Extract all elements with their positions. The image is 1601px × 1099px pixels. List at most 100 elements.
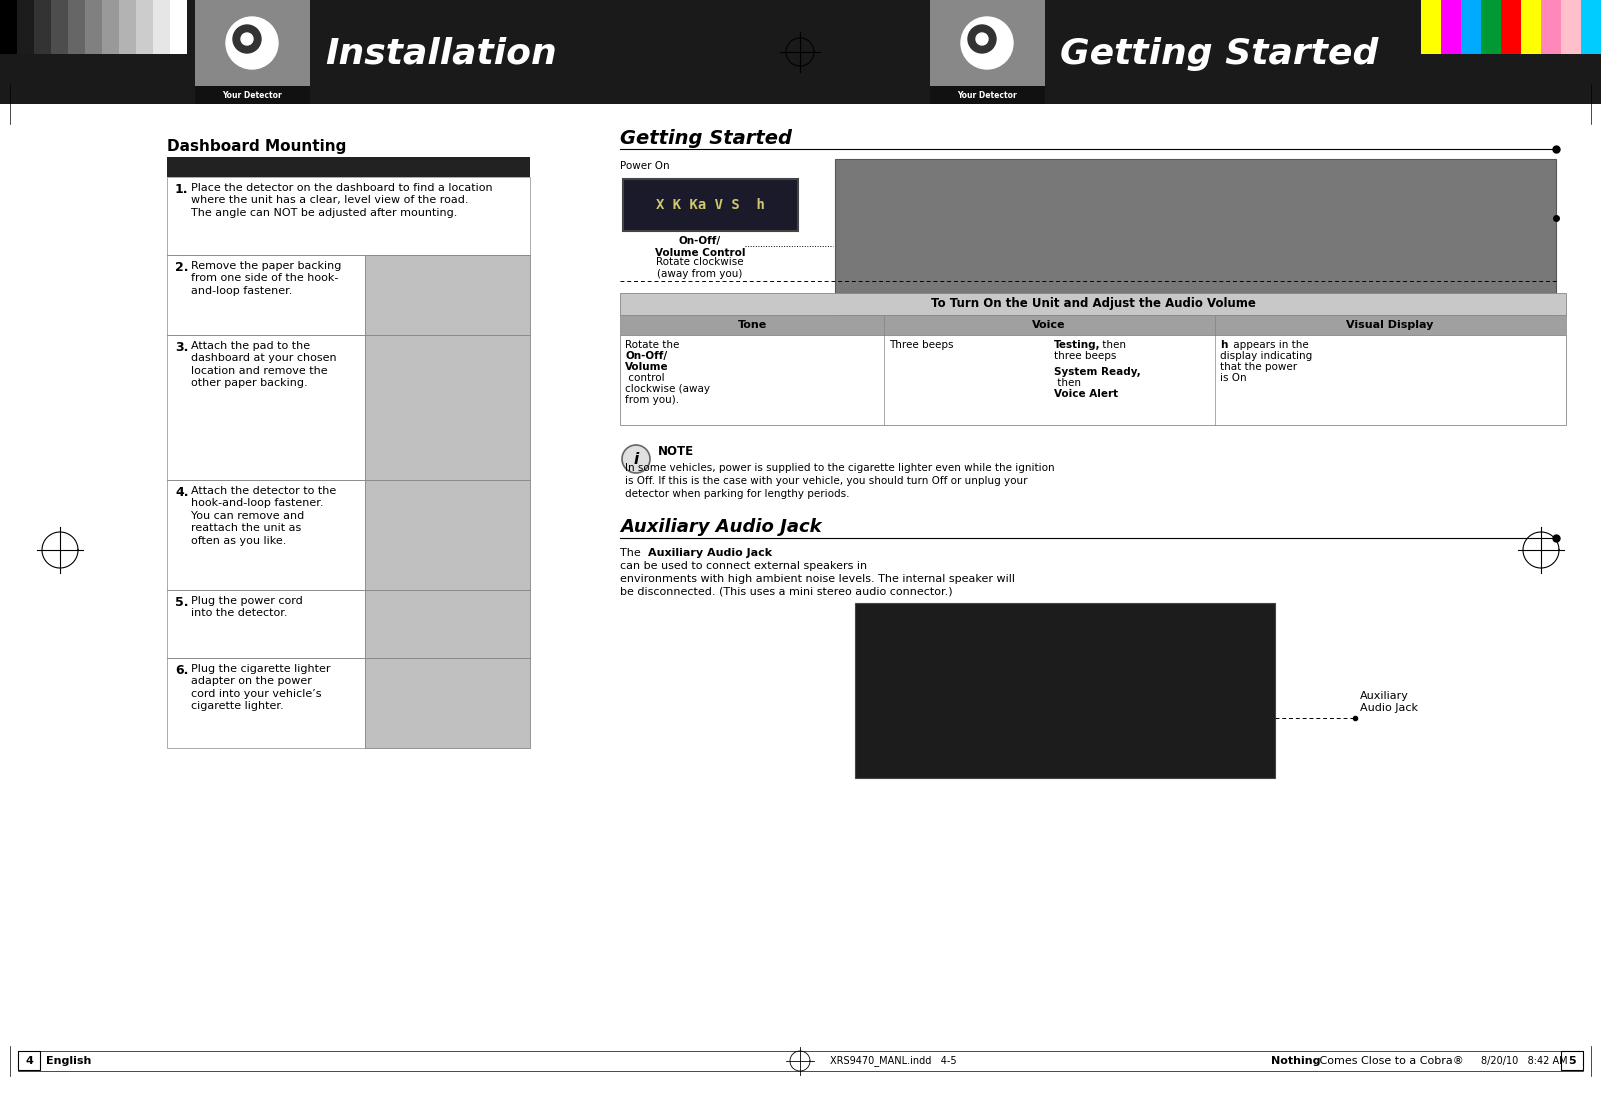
Text: Auxiliary Audio Jack: Auxiliary Audio Jack [648,548,772,558]
Circle shape [242,33,253,45]
Text: 3.: 3. [175,341,189,354]
Circle shape [977,33,988,45]
Bar [167,335,530,480]
Text: Your Detector: Your Detector [957,90,1017,100]
Text: English: English [46,1056,91,1066]
Text: Attach the detector to the
hook-and-loop fastener.
You can remove and
reattach t: Attach the detector to the hook-and-loop… [191,486,336,545]
Text: Visual Display: Visual Display [1346,320,1433,330]
Bar [51,0,67,54]
Text: Dashboard Mounting: Dashboard Mounting [167,138,346,154]
Text: XRS9470_MANL.indd   4-5: XRS9470_MANL.indd 4-5 [829,1055,957,1066]
Bar [620,293,1566,315]
Text: 5.: 5. [175,596,189,609]
Bar [620,315,884,335]
Text: 4.: 4. [175,486,189,499]
Text: display indicating: display indicating [1220,351,1313,360]
Bar [1582,0,1601,54]
Bar [0,0,1601,104]
Bar [154,0,170,54]
Text: Auxiliary
Audio Jack: Auxiliary Audio Jack [1359,691,1418,713]
Text: Voice Alert: Voice Alert [1053,389,1117,399]
Circle shape [623,445,650,473]
Bar [167,177,530,255]
Bar [0,0,18,54]
Text: appears in the: appears in the [1230,340,1308,349]
Bar [34,0,51,54]
Text: three beeps: three beeps [1053,351,1116,360]
Bar [365,590,530,658]
Bar [623,179,797,231]
Text: clockwise (away: clockwise (away [624,384,709,395]
Text: i: i [634,452,639,466]
Text: Power On: Power On [620,160,669,171]
Text: can be used to connect external speakers in: can be used to connect external speakers… [620,560,868,571]
Bar [167,255,530,335]
Text: Place the detector on the dashboard to find a location
where the unit has a clea: Place the detector on the dashboard to f… [191,184,493,218]
Bar [1215,315,1566,335]
Bar [136,0,154,54]
Text: control: control [624,373,664,382]
Text: Installation: Installation [325,37,557,71]
Bar [167,480,530,590]
Text: from you).: from you). [624,395,679,406]
Bar [85,0,102,54]
Bar [1462,0,1481,54]
Text: Nothing: Nothing [1271,1056,1321,1066]
Text: Getting Started: Getting Started [1060,37,1378,71]
Bar [1521,0,1542,54]
Text: 2.: 2. [175,260,189,274]
Text: On-Off/: On-Off/ [624,351,668,360]
Bar [1502,0,1521,54]
Text: that the power: that the power [1220,362,1297,371]
Bar [1422,0,1441,54]
Text: NOTE: NOTE [658,445,695,458]
Text: 6.: 6. [175,664,189,677]
Text: environments with high ambient noise levels. The internal speaker will: environments with high ambient noise lev… [620,574,1015,584]
Text: To Turn On the Unit and Adjust the Audio Volume: To Turn On the Unit and Adjust the Audio… [930,298,1255,311]
Bar [620,335,1566,425]
Bar [884,315,1215,335]
Text: Comes Close to a Cobra®: Comes Close to a Cobra® [1316,1056,1463,1066]
Bar [1441,0,1462,54]
Bar [1481,0,1502,54]
Text: System Ready,: System Ready, [1053,367,1142,377]
Text: 5: 5 [1569,1056,1575,1066]
Text: Three beeps: Three beeps [889,340,954,349]
Circle shape [234,25,261,53]
Circle shape [961,16,1013,69]
Text: then: then [1053,378,1081,388]
Bar [167,590,530,658]
Text: 8/20/10   8:42 AM: 8/20/10 8:42 AM [1481,1056,1567,1066]
Text: is On: is On [1220,373,1247,382]
Text: Auxiliary Audio Jack: Auxiliary Audio Jack [620,518,821,536]
Bar [365,480,530,590]
Text: then: then [1098,340,1126,349]
Bar [930,86,1045,104]
Text: Your Detector: Your Detector [223,90,282,100]
Text: Attach the pad to the
dashboard at your chosen
location and remove the
other pap: Attach the pad to the dashboard at your … [191,341,336,388]
Text: The: The [620,548,644,558]
Bar [18,0,34,54]
Bar [365,335,530,480]
Circle shape [969,25,996,53]
Text: 4: 4 [26,1056,34,1066]
Bar [170,0,187,54]
Bar [102,0,118,54]
Bar [365,658,530,748]
Text: In some vehicles, power is supplied to the cigarette lighter even while the igni: In some vehicles, power is supplied to t… [624,463,1055,499]
Text: be disconnected. (This uses a mini stereo audio connector.): be disconnected. (This uses a mini stere… [620,587,953,597]
Circle shape [226,16,279,69]
Bar [855,603,1274,778]
Text: X K Ka V S  h: X K Ka V S h [655,198,764,212]
Text: Voice: Voice [1033,320,1066,330]
Bar [1561,0,1582,54]
Text: Rotate clockwise
(away from you): Rotate clockwise (away from you) [656,257,744,279]
Bar [836,159,1556,334]
Text: Plug the cigarette lighter
adapter on the power
cord into your vehicle’s
cigaret: Plug the cigarette lighter adapter on th… [191,664,330,711]
Text: Volume: Volume [624,362,669,371]
Text: h: h [1220,340,1228,349]
Bar [365,255,530,335]
Text: Remove the paper backing
from one side of the hook-
and-loop fastener.: Remove the paper backing from one side o… [191,260,341,296]
Bar [1542,0,1561,54]
Bar [195,0,311,104]
